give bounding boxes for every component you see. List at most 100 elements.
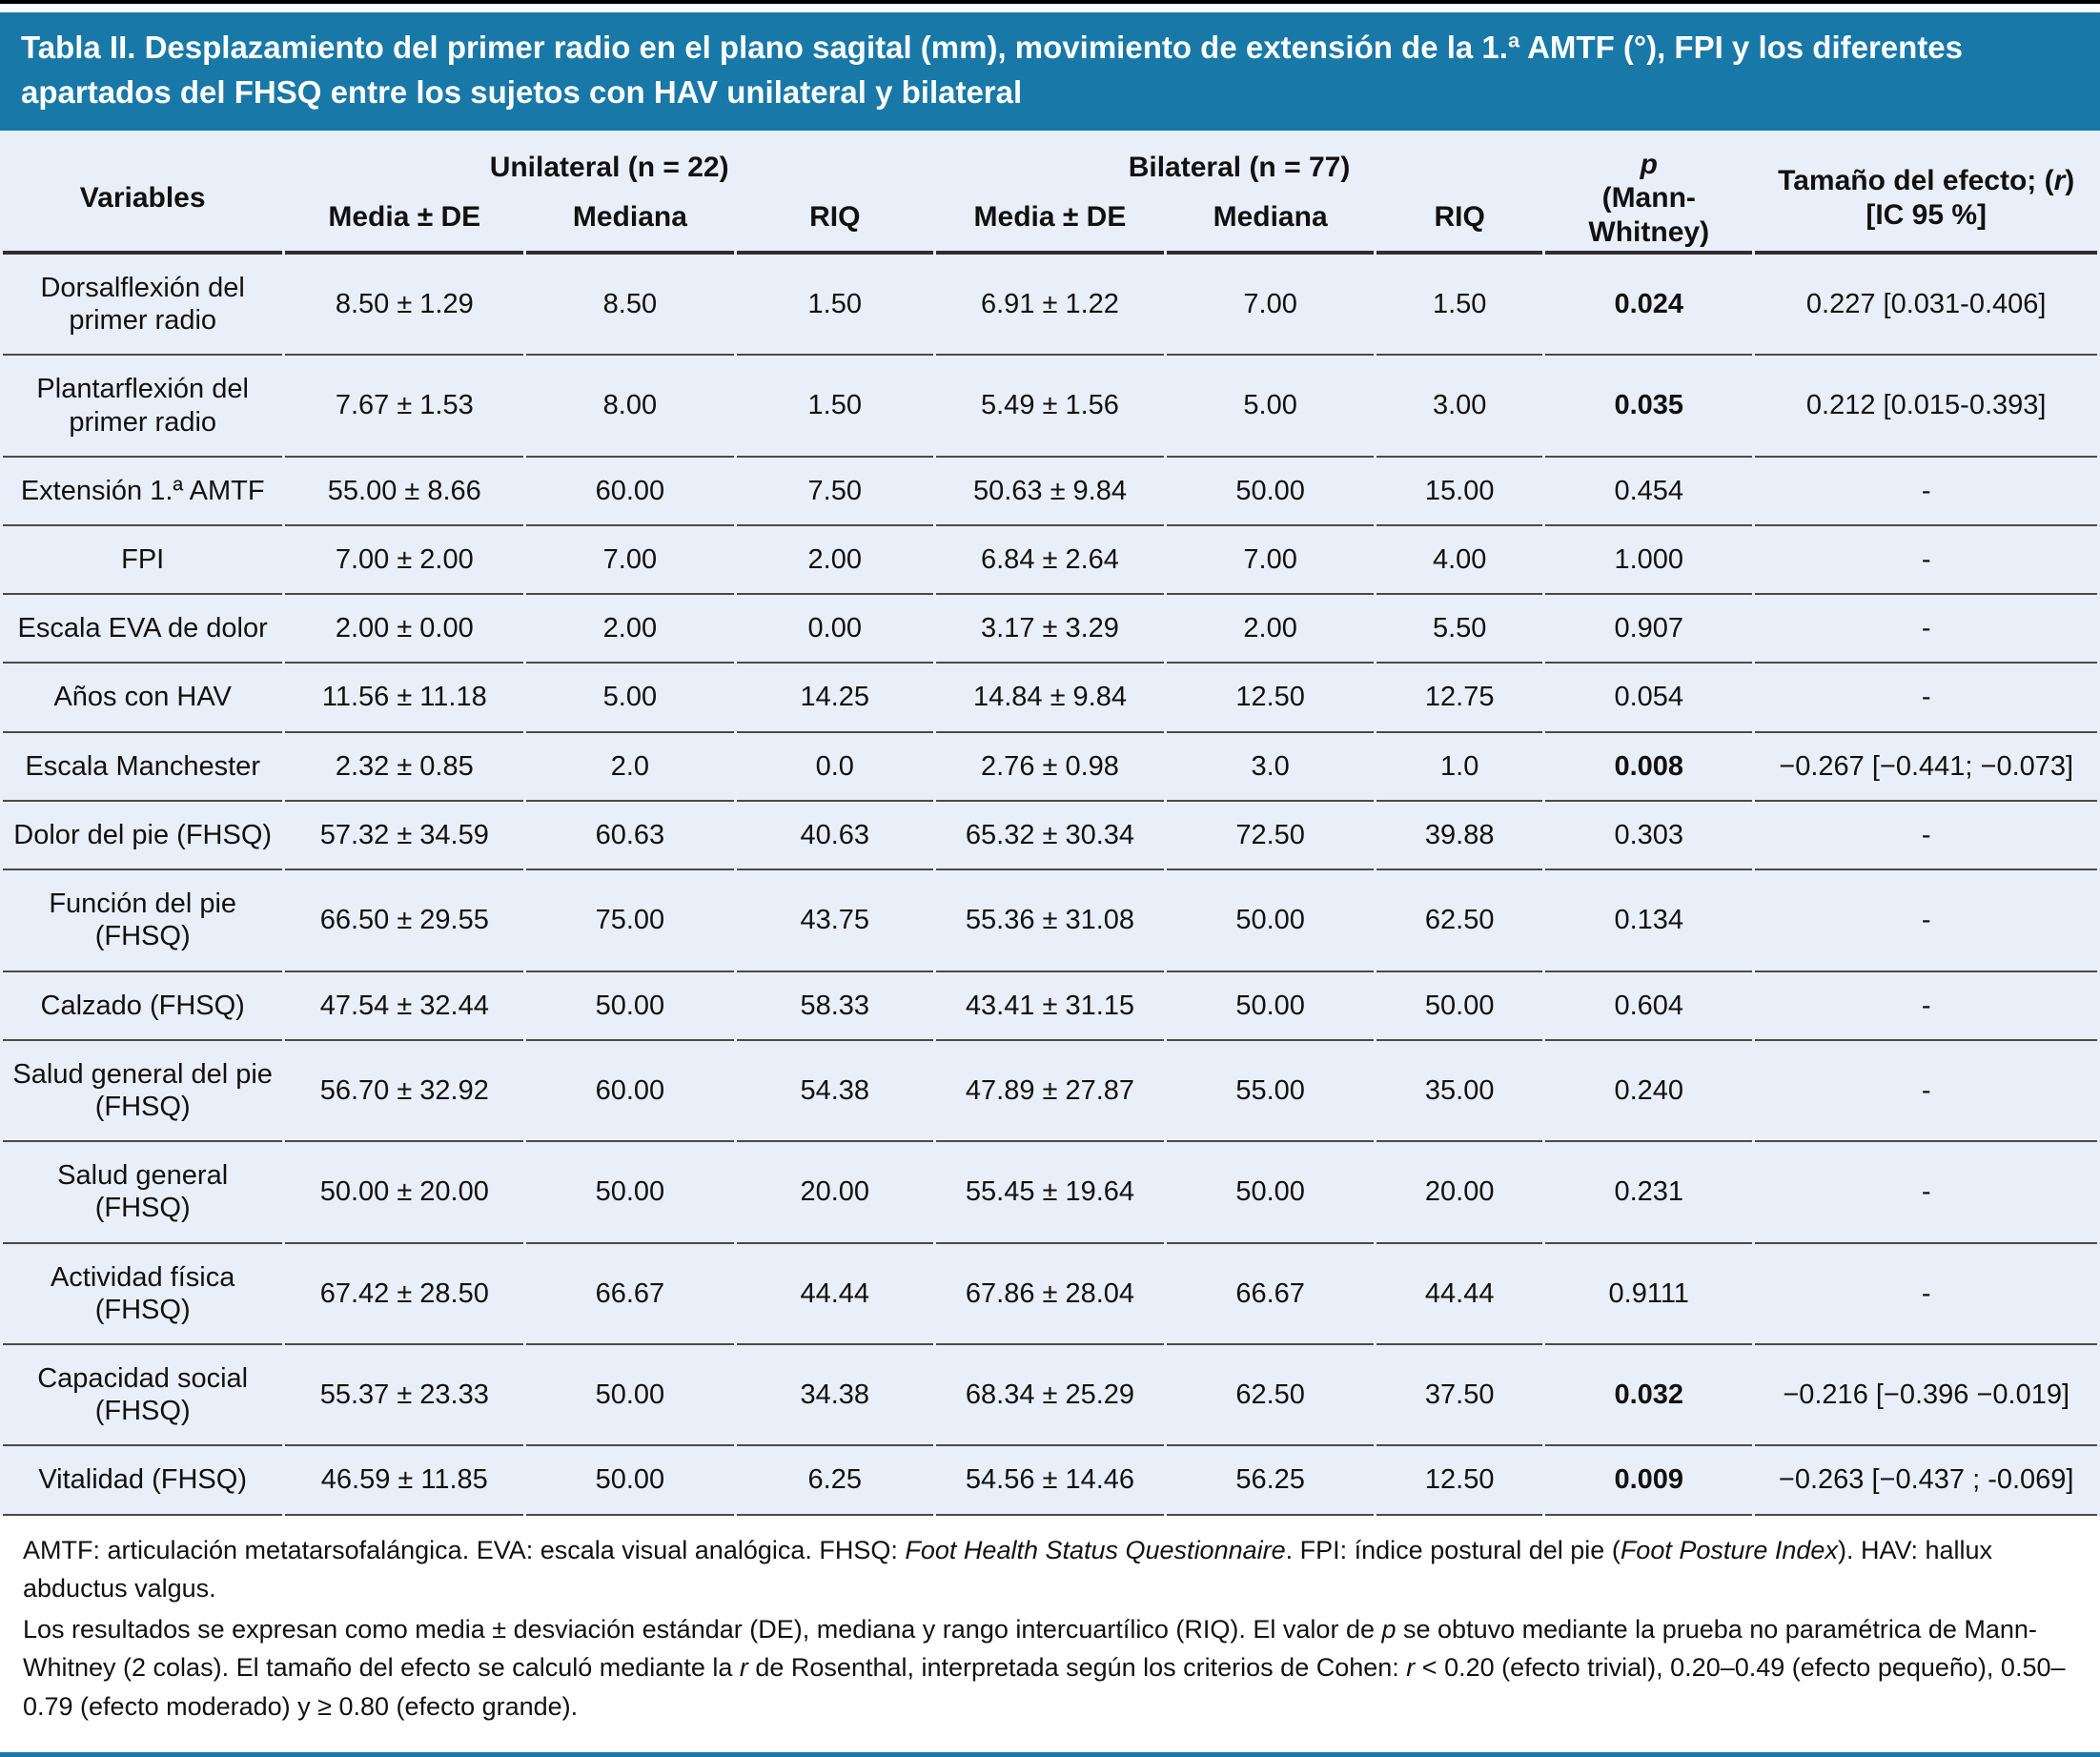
cell-effect: - bbox=[1755, 1142, 2097, 1244]
cell-b-media: 14.84 ± 9.84 bbox=[935, 664, 1164, 733]
cell-p: 0.024 bbox=[1545, 255, 1753, 357]
top-gap bbox=[0, 4, 2100, 12]
cell-u-riq: 1.50 bbox=[736, 255, 933, 357]
cell-p: 1.000 bbox=[1545, 526, 1753, 596]
cell-u-riq: 14.25 bbox=[736, 664, 933, 733]
table-row: Actividad física (FHSQ) 67.42 ± 28.50 66.6… bbox=[3, 1244, 2097, 1346]
cell-u-riq: 7.50 bbox=[736, 458, 933, 526]
cell-variable: Capacidad social (FHSQ) bbox=[3, 1345, 283, 1447]
cell-b-mediana: 7.00 bbox=[1166, 526, 1375, 596]
table-row: Años con HAV 11.56 ± 11.18 5.00 14.25 14.84 … bbox=[3, 664, 2097, 733]
table-body: Dorsalflexión del primer radio 8.50 ± 1.2… bbox=[3, 255, 2097, 1516]
cell-variable: Salud general del pie (FHSQ) bbox=[3, 1041, 283, 1143]
table-row: FPI 7.00 ± 2.00 7.00 2.00 6.84 ± 2.64 7.00 4.0… bbox=[3, 526, 2097, 596]
cell-b-riq: 35.00 bbox=[1376, 1041, 1543, 1143]
cell-b-riq: 5.50 bbox=[1376, 595, 1543, 664]
cell-effect: - bbox=[1755, 664, 2097, 733]
cell-effect: - bbox=[1755, 802, 2097, 871]
cell-variable: Dorsalflexión del primer radio bbox=[3, 255, 283, 357]
cell-b-media: 65.32 ± 30.34 bbox=[935, 802, 1164, 871]
cell-p: 0.009 bbox=[1545, 1446, 1753, 1516]
cell-effect: −0.263 [−0.437 ; -0.069] bbox=[1755, 1446, 2097, 1516]
cell-b-riq: 62.50 bbox=[1376, 870, 1543, 972]
cell-p: 0.604 bbox=[1545, 972, 1753, 1041]
cell-variable: Función del pie (FHSQ) bbox=[3, 870, 283, 972]
cell-u-riq: 0.00 bbox=[736, 595, 933, 664]
cell-b-mediana: 66.67 bbox=[1166, 1244, 1375, 1346]
cell-u-riq: 34.38 bbox=[736, 1345, 933, 1447]
cell-u-media: 2.32 ± 0.85 bbox=[285, 733, 524, 802]
table-header: Variables Unilateral (n = 22) Bilateral … bbox=[3, 131, 2097, 255]
cell-b-media: 54.56 ± 14.46 bbox=[935, 1446, 1164, 1516]
cell-b-media: 55.45 ± 19.64 bbox=[935, 1142, 1164, 1244]
cell-u-media: 47.54 ± 32.44 bbox=[285, 972, 524, 1041]
cell-b-mediana: 5.00 bbox=[1166, 356, 1375, 458]
cell-p: 0.231 bbox=[1545, 1142, 1753, 1244]
header-p-value: p (Mann-Whitney) bbox=[1545, 131, 1753, 255]
cell-b-media: 67.86 ± 28.04 bbox=[935, 1244, 1164, 1346]
effect-label-prefix: Tamaño del efecto; ( bbox=[1778, 165, 2054, 197]
effect-ci-label: [IC 95 %] bbox=[1866, 198, 1988, 231]
cell-effect: 0.227 [0.031-0.406] bbox=[1755, 255, 2097, 357]
header-uni-mediana: Mediana bbox=[526, 191, 734, 255]
cell-b-riq: 3.00 bbox=[1376, 356, 1543, 458]
header-variables: Variables bbox=[3, 131, 283, 255]
cell-b-riq: 39.88 bbox=[1376, 802, 1543, 871]
cell-b-media: 6.91 ± 1.22 bbox=[935, 255, 1164, 357]
cell-u-media: 66.50 ± 29.55 bbox=[285, 870, 524, 972]
cell-variable: Escala Manchester bbox=[3, 733, 283, 802]
cell-p: 0.035 bbox=[1545, 356, 1753, 458]
cell-b-media: 55.36 ± 31.08 bbox=[935, 870, 1164, 972]
table-row: Escala EVA de dolor 2.00 ± 0.00 2.00 0.00 3.… bbox=[3, 595, 2097, 664]
top-border bbox=[0, 0, 2100, 4]
cell-b-riq: 12.75 bbox=[1376, 664, 1543, 733]
header-effect-size: Tamaño del efecto; (r) [IC 95 %] bbox=[1755, 131, 2097, 255]
cell-variable: Años con HAV bbox=[3, 664, 283, 733]
cell-p: 0.240 bbox=[1545, 1041, 1753, 1143]
cell-u-mediana: 75.00 bbox=[526, 870, 734, 972]
cell-p: 0.303 bbox=[1545, 802, 1753, 871]
cell-effect: - bbox=[1755, 972, 2097, 1041]
header-bilateral-group: Bilateral (n = 77) bbox=[1128, 152, 1351, 184]
footnote-abbreviations: AMTF: articulación metatarsofalángica. E… bbox=[23, 1535, 1993, 1604]
cell-p: 0.008 bbox=[1545, 733, 1753, 802]
cell-b-mediana: 50.00 bbox=[1166, 870, 1375, 972]
cell-variable: Plantarflexión del primer radio bbox=[3, 356, 283, 458]
cell-variable: Extensión 1.ª AMTF bbox=[3, 458, 283, 526]
cell-u-riq: 54.38 bbox=[736, 1041, 933, 1143]
cell-p: 0.054 bbox=[1545, 664, 1753, 733]
cell-b-mediana: 56.25 bbox=[1166, 1446, 1375, 1516]
table-row: Dorsalflexión del primer radio 8.50 ± 1.2… bbox=[3, 255, 2097, 357]
table-row: Vitalidad (FHSQ) 46.59 ± 11.85 50.00 6.25 54… bbox=[3, 1446, 2097, 1516]
footnotes: AMTF: articulación metatarsofalángica. E… bbox=[0, 1515, 2100, 1738]
cell-u-riq: 40.63 bbox=[736, 802, 933, 871]
cell-u-riq: 2.00 bbox=[736, 526, 933, 596]
cell-effect: - bbox=[1755, 870, 2097, 972]
cell-variable: Salud general (FHSQ) bbox=[3, 1142, 283, 1244]
cell-u-mediana: 50.00 bbox=[526, 1345, 734, 1447]
cell-b-media: 43.41 ± 31.15 bbox=[935, 972, 1164, 1041]
cell-variable: Dolor del pie (FHSQ) bbox=[3, 802, 283, 871]
cell-variable: Actividad física (FHSQ) bbox=[3, 1244, 283, 1346]
statistics-table: Variables Unilateral (n = 22) Bilateral … bbox=[0, 130, 2100, 1516]
cell-p: 0.032 bbox=[1545, 1345, 1753, 1447]
cell-b-mediana: 3.0 bbox=[1166, 733, 1375, 802]
cell-u-mediana: 50.00 bbox=[526, 1446, 734, 1516]
cell-b-riq: 37.50 bbox=[1376, 1345, 1543, 1447]
table-row: Salud general (FHSQ) 50.00 ± 20.00 50.00 20… bbox=[3, 1142, 2097, 1244]
cell-u-mediana: 8.50 bbox=[526, 255, 734, 357]
cell-effect: - bbox=[1755, 1041, 2097, 1143]
cell-u-mediana: 50.00 bbox=[526, 972, 734, 1041]
cell-b-riq: 12.50 bbox=[1376, 1446, 1543, 1516]
cell-p: 0.134 bbox=[1545, 870, 1753, 972]
header-bil-mediana: Mediana bbox=[1166, 191, 1375, 255]
table-title: Tabla II. Desplazamiento del primer radi… bbox=[0, 12, 2100, 131]
cell-u-media: 11.56 ± 11.18 bbox=[285, 664, 524, 733]
cell-u-mediana: 8.00 bbox=[526, 356, 734, 458]
cell-effect: - bbox=[1755, 458, 2097, 526]
header-bil-riq: RIQ bbox=[1376, 191, 1543, 255]
cell-b-riq: 20.00 bbox=[1376, 1142, 1543, 1244]
cell-b-mediana: 50.00 bbox=[1166, 1142, 1375, 1244]
cell-b-media: 6.84 ± 2.64 bbox=[935, 526, 1164, 596]
cell-effect: −0.267 [−0.441; −0.073] bbox=[1755, 733, 2097, 802]
